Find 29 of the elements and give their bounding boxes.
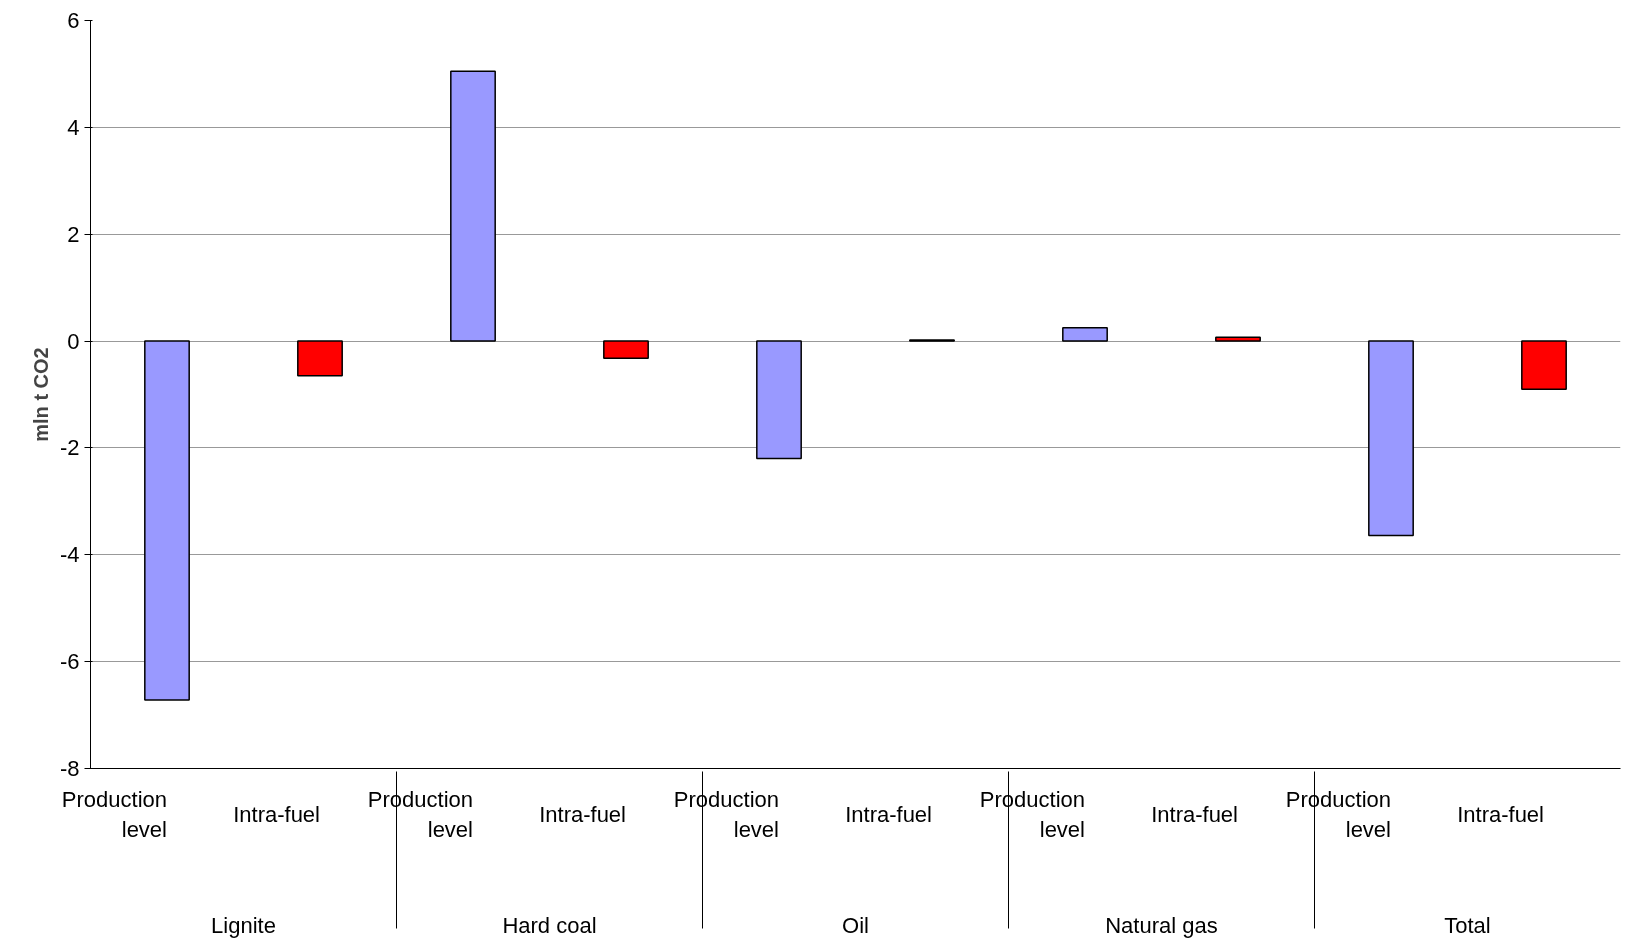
x-tick-label: Intra-fuel [1151,802,1239,827]
y-tick-label: -2 [59,435,80,461]
text: Natural gas [1105,912,1218,938]
bar [1062,326,1108,342]
y-tick-label: -4 [59,542,80,568]
bar [1521,340,1567,390]
y-tick-label: -8 [59,756,80,781]
bar [1368,340,1414,537]
bar [1215,336,1261,342]
bar [144,340,190,701]
bar [297,340,343,377]
text: Hard coal [502,912,597,938]
x-tick-label: Production level [61,787,168,842]
x-tick-label: Intra-fuel [1457,802,1545,827]
y-axis-title: mln t CO2 [29,347,52,442]
text: Lignite [211,912,276,938]
y-tick-label: 6 [67,8,80,33]
x-tick-label: Intra-fuel [845,802,933,827]
text: Oil [842,912,869,938]
x-tick-label: Intra-fuel [539,802,627,827]
x-tick-label: Intra-fuel [233,802,321,827]
bar [756,340,802,460]
y-tick-label: 2 [67,221,80,247]
text: Total [1444,912,1491,938]
bar [603,340,649,359]
y-tick-label: 4 [67,114,80,140]
bar [450,70,496,342]
y-tick-label: -6 [59,649,80,675]
y-tick-label: 0 [67,328,80,354]
